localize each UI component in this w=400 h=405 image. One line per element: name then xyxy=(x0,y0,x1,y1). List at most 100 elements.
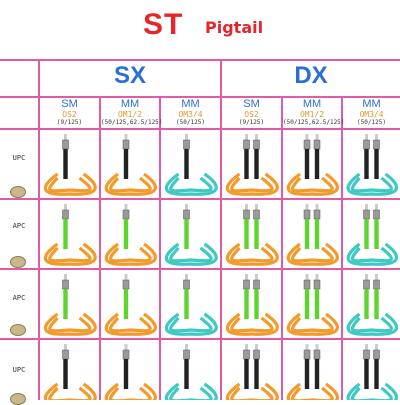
cable-loop xyxy=(225,242,279,266)
ferrule-icon xyxy=(10,186,26,198)
pigtail-cell xyxy=(164,274,218,336)
cable-loop xyxy=(230,246,274,263)
cable-loop xyxy=(350,316,393,333)
pigtail-cell xyxy=(104,204,157,266)
pigtail-cell xyxy=(286,134,339,196)
title-sub: Pigtail xyxy=(205,18,264,37)
ferrule xyxy=(315,134,319,140)
ferrule xyxy=(124,344,128,350)
connector-body xyxy=(122,139,130,150)
connector-boot xyxy=(244,219,249,249)
cable-loop xyxy=(290,316,334,333)
cable-loop xyxy=(108,176,152,193)
row-label: UPC xyxy=(12,366,26,374)
cable-loop xyxy=(164,312,218,336)
pigtail-cell xyxy=(346,134,398,196)
ferrule xyxy=(375,344,378,350)
column-size: (9/125) xyxy=(56,119,83,126)
cable-loop xyxy=(48,176,92,193)
cable-loop xyxy=(104,242,157,266)
connector-boot xyxy=(254,149,259,179)
ferrule xyxy=(375,204,378,210)
pigtail-cell xyxy=(164,344,218,400)
connector-boot xyxy=(184,219,189,249)
connector-body xyxy=(303,279,311,290)
pigtail-cell xyxy=(43,344,97,400)
ferrule xyxy=(315,274,319,280)
connector-body xyxy=(243,209,250,220)
connector-boot xyxy=(254,359,259,389)
column-header: MM OM1/2 (50/125,62.5/125) xyxy=(283,98,345,127)
connector-body xyxy=(62,279,69,290)
ferrule xyxy=(365,204,368,210)
ferrule xyxy=(375,274,378,280)
ferrule xyxy=(365,274,368,280)
ferrule xyxy=(185,134,188,140)
grid-line xyxy=(0,268,400,270)
ferrule xyxy=(305,134,309,140)
pigtail-cell xyxy=(286,344,339,400)
cable-loop xyxy=(225,172,279,196)
connector-boot xyxy=(63,149,68,179)
ferrule xyxy=(64,204,67,210)
connector-boot xyxy=(123,149,129,179)
connector-body xyxy=(363,209,370,220)
connector-boot xyxy=(314,219,320,249)
connector-body xyxy=(363,349,370,360)
pigtail-cell xyxy=(286,274,339,336)
connector-body xyxy=(303,349,311,360)
grid-line xyxy=(341,96,343,400)
connector-boot xyxy=(304,219,310,249)
cable-loop xyxy=(350,246,393,263)
connector-body xyxy=(373,209,380,220)
ferrule xyxy=(124,134,128,140)
cable-loop xyxy=(225,312,279,336)
ferrule xyxy=(185,204,188,210)
pigtail-cell xyxy=(104,274,157,336)
connector-boot xyxy=(304,359,310,389)
pigtail-cell xyxy=(225,344,279,400)
column-type: MM xyxy=(181,98,200,110)
pigtail-cell xyxy=(43,134,97,196)
column-size: (50/125,62.5/125) xyxy=(101,119,163,126)
ferrule xyxy=(64,344,67,350)
cable-loop xyxy=(346,242,398,266)
cable-loop xyxy=(290,246,334,263)
group-header-dx: DX xyxy=(294,62,328,89)
ferrule xyxy=(365,344,368,350)
connector-body xyxy=(243,279,250,290)
column-size: (50/125,62.5/125) xyxy=(283,119,345,126)
grid-line xyxy=(99,96,101,400)
ferrule xyxy=(64,134,67,140)
ferrule xyxy=(305,274,309,280)
cable-loop xyxy=(108,246,152,263)
column-size: (50/125) xyxy=(357,119,386,126)
group-header-sx: SX xyxy=(113,62,146,89)
connector-boot xyxy=(314,359,320,389)
cable-loop xyxy=(108,316,152,333)
column-fiber: OM1/2 xyxy=(117,110,143,119)
pigtail-cell xyxy=(225,134,279,196)
ferrule xyxy=(255,274,258,280)
connector-body xyxy=(183,139,190,150)
pigtail-cell xyxy=(346,344,398,400)
cable-loop xyxy=(104,312,157,336)
connector-body xyxy=(253,349,260,360)
pigtail-cell xyxy=(43,274,97,336)
connector-body xyxy=(253,279,260,290)
ferrule-icon xyxy=(10,256,26,268)
cable-loop xyxy=(225,382,279,400)
connector-boot xyxy=(374,359,379,389)
column-size: (50/125) xyxy=(176,119,205,126)
connector-boot xyxy=(63,219,68,249)
ferrule xyxy=(185,344,188,350)
connector-boot xyxy=(123,219,129,249)
connector-body xyxy=(373,279,380,290)
grid-line xyxy=(0,128,400,130)
connector-body xyxy=(62,349,69,360)
cable-loop xyxy=(230,316,274,333)
connector-boot xyxy=(184,149,189,179)
pigtail-cell xyxy=(346,204,398,266)
cable-loop xyxy=(290,386,334,400)
ferrule xyxy=(255,134,258,140)
